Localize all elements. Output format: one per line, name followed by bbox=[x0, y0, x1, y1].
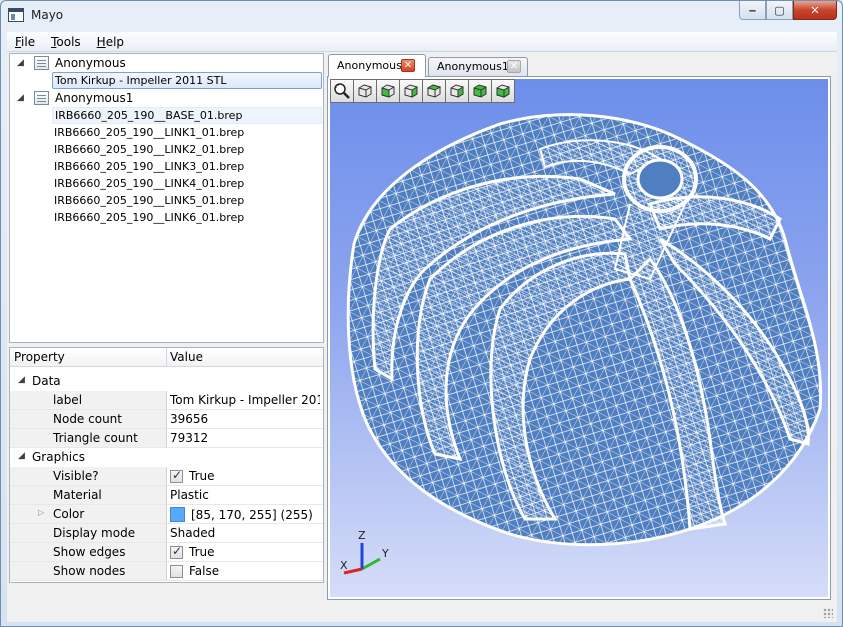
view-bottom-icon[interactable] bbox=[491, 79, 515, 103]
tree-item[interactable]: IRB6660_205_190__LINK4_01.brep bbox=[54, 177, 245, 190]
prop-name: Node count bbox=[53, 412, 122, 426]
show-edges-checkbox[interactable] bbox=[170, 545, 183, 559]
header-value[interactable]: Value bbox=[170, 350, 203, 364]
axis-triad: Z Y X bbox=[340, 529, 389, 575]
prop-value: True bbox=[189, 469, 215, 483]
prop-name: Triangle count bbox=[53, 431, 138, 445]
group-expander-icon[interactable]: ◢ bbox=[18, 375, 25, 385]
maximize-button[interactable]: ▢ bbox=[766, 1, 793, 20]
prop-row-color[interactable]: ▷ Color [85, 170, 255] (255) bbox=[10, 505, 323, 524]
tree-item[interactable]: IRB6660_205_190__LINK5_01.brep bbox=[54, 194, 245, 207]
tree-document-anonymous1[interactable]: ◢ Anonymous1 bbox=[10, 90, 323, 107]
prop-name: label bbox=[53, 393, 83, 407]
prop-row-display-mode[interactable]: Display mode Shaded bbox=[10, 524, 323, 543]
prop-name: Display mode bbox=[53, 526, 136, 540]
app-icon[interactable] bbox=[8, 8, 24, 22]
tab-close-icon[interactable]: ✕ bbox=[507, 60, 521, 73]
material-select[interactable]: Plastic bbox=[170, 488, 209, 502]
tree-document-label: Anonymous1 bbox=[55, 91, 134, 105]
close-button[interactable]: ✕ bbox=[793, 1, 837, 20]
property-header: Property Value bbox=[10, 348, 323, 367]
prop-row-show-edges[interactable]: Show edges True bbox=[10, 543, 323, 562]
prop-name: Material bbox=[53, 488, 102, 502]
resize-grip-icon[interactable] bbox=[823, 608, 833, 618]
status-bar bbox=[7, 602, 837, 622]
prop-row-visible[interactable]: Visible? True bbox=[10, 467, 323, 486]
menu-bar: File Tools Help bbox=[7, 32, 837, 52]
group-data[interactable]: ◢ Data bbox=[10, 372, 323, 391]
menu-file[interactable]: File bbox=[15, 34, 36, 49]
view-front-icon[interactable] bbox=[376, 79, 400, 103]
prop-value: 79312 bbox=[170, 431, 209, 445]
tree-item[interactable]: IRB6660_205_190__BASE_01.brep bbox=[52, 107, 322, 124]
tab-label: Anonymous bbox=[337, 59, 402, 72]
caption-buttons: ‒ ▢ ✕ bbox=[739, 1, 837, 21]
prop-row-material[interactable]: Material Plastic bbox=[10, 486, 323, 505]
prop-value[interactable]: Tom Kirkup - Impeller 201... bbox=[170, 393, 320, 407]
prop-value: True bbox=[189, 545, 215, 559]
view-back-icon[interactable] bbox=[399, 79, 423, 103]
prop-name: Show nodes bbox=[53, 564, 126, 578]
prop-row-label[interactable]: label Tom Kirkup - Impeller 201... bbox=[10, 391, 323, 410]
show-nodes-checkbox[interactable] bbox=[170, 564, 183, 578]
title-bar[interactable]: Mayo ‒ ▢ ✕ bbox=[1, 1, 842, 31]
tree-item-impeller[interactable]: Tom Kirkup - Impeller 2011 STL bbox=[52, 72, 322, 89]
view-left-icon[interactable] bbox=[422, 79, 446, 103]
document-icon bbox=[34, 91, 49, 105]
prop-row-triangle-count[interactable]: Triangle count 79312 bbox=[10, 429, 323, 448]
minimize-button[interactable]: ‒ bbox=[739, 1, 766, 20]
tab-close-icon[interactable]: ✕ bbox=[401, 59, 415, 72]
tree-document-label: Anonymous bbox=[55, 56, 126, 70]
view-top-icon[interactable] bbox=[468, 79, 492, 103]
property-editor: Property Value ◢ Data label Tom Kirkup -… bbox=[9, 347, 324, 583]
tab-label: Anonymous1 bbox=[437, 60, 509, 73]
menu-help[interactable]: Help bbox=[96, 34, 125, 49]
viewport-frame: Z Y X bbox=[327, 76, 831, 600]
tree-item[interactable]: IRB6660_205_190__LINK2_01.brep bbox=[54, 143, 245, 156]
header-property[interactable]: Property bbox=[14, 350, 65, 364]
tree-expander-icon[interactable]: ◢ bbox=[17, 93, 24, 103]
axis-label-z: Z bbox=[358, 529, 366, 542]
prop-name: Show edges bbox=[53, 545, 126, 559]
fit-all-icon[interactable] bbox=[330, 79, 354, 103]
view-right-icon[interactable] bbox=[445, 79, 469, 103]
prop-value: [85, 170, 255] (255) bbox=[191, 507, 313, 522]
view-area: Anonymous ✕ Anonymous1 ✕ bbox=[326, 52, 832, 600]
prop-value: 39656 bbox=[170, 412, 209, 426]
window-title: Mayo bbox=[31, 8, 64, 22]
document-tree[interactable]: ◢ Anonymous Tom Kirkup - Impeller 2011 S… bbox=[9, 53, 324, 343]
tab-anonymous[interactable]: Anonymous ✕ bbox=[328, 54, 426, 77]
tab-anonymous1[interactable]: Anonymous1 ✕ bbox=[428, 57, 528, 76]
tree-item[interactable]: IRB6660_205_190__LINK1_01.brep bbox=[54, 126, 245, 139]
axis-label-x: X bbox=[340, 559, 348, 572]
group-label: Data bbox=[32, 374, 61, 388]
color-swatch[interactable] bbox=[170, 507, 185, 522]
tree-item[interactable]: IRB6660_205_190__LINK6_01.brep bbox=[54, 211, 245, 224]
prop-row-show-nodes[interactable]: Show nodes False bbox=[10, 562, 323, 581]
expand-arrow-icon[interactable]: ▷ bbox=[38, 508, 45, 517]
prop-name: Visible? bbox=[53, 469, 99, 483]
3d-viewport[interactable]: Z Y X bbox=[330, 79, 828, 597]
prop-name: Color bbox=[53, 507, 85, 521]
group-expander-icon[interactable]: ◢ bbox=[18, 451, 25, 461]
prop-value: False bbox=[189, 564, 220, 578]
tree-expander-icon[interactable]: ◢ bbox=[17, 58, 24, 68]
impeller-mesh[interactable] bbox=[330, 79, 828, 597]
tree-document-anonymous[interactable]: ◢ Anonymous bbox=[10, 55, 323, 72]
prop-row-node-count[interactable]: Node count 39656 bbox=[10, 410, 323, 429]
client-area: ◢ Anonymous Tom Kirkup - Impeller 2011 S… bbox=[7, 52, 837, 622]
axis-label-y: Y bbox=[381, 547, 389, 560]
display-mode-select[interactable]: Shaded bbox=[170, 526, 216, 540]
view-iso-icon[interactable] bbox=[353, 79, 377, 103]
menu-tools[interactable]: Tools bbox=[51, 34, 81, 49]
group-label: Graphics bbox=[32, 450, 85, 464]
document-icon bbox=[34, 56, 49, 70]
tree-item[interactable]: IRB6660_205_190__LINK3_01.brep bbox=[54, 160, 245, 173]
view-toolbar bbox=[330, 79, 515, 103]
visible-checkbox[interactable] bbox=[170, 469, 183, 483]
group-graphics[interactable]: ◢ Graphics bbox=[10, 448, 323, 467]
